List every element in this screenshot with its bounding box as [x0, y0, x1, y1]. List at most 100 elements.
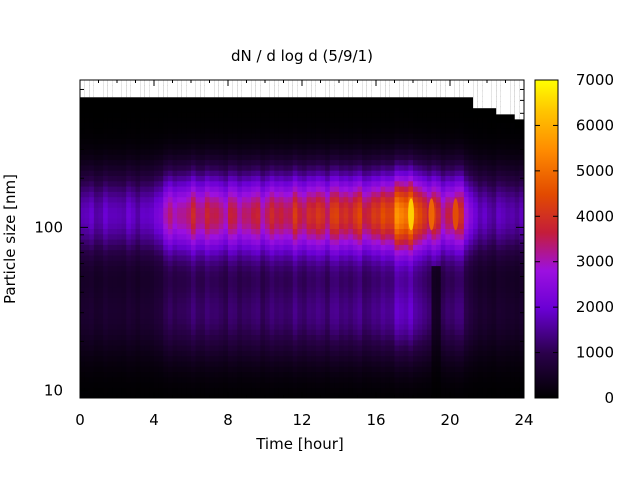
heatmap-cell: [352, 138, 359, 145]
heatmap-cell: [149, 307, 155, 314]
heatmap-cell: [154, 186, 160, 192]
heatmap-cell: [130, 355, 137, 362]
heatmap-cell: [228, 334, 234, 341]
heatmap-cell: [399, 148, 405, 155]
heatmap-cell: [357, 106, 363, 113]
heatmap-cell: [195, 265, 201, 272]
heatmap-cell: [366, 170, 372, 176]
heatmap-cell: [181, 313, 187, 320]
heatmap-cell: [394, 159, 400, 166]
heatmap-cell: [200, 260, 206, 267]
heatmap-cell: [413, 382, 419, 388]
heatmap-cell: [93, 244, 100, 251]
heatmap-cell: [167, 154, 174, 161]
heatmap-cell: [204, 175, 211, 182]
heatmap-cell: [343, 170, 349, 176]
heatmap-cell: [380, 292, 386, 298]
heatmap-cell: [278, 191, 285, 198]
heatmap-cell: [130, 371, 137, 378]
heatmap-cell: [371, 329, 377, 335]
heatmap-cell: [436, 138, 442, 145]
heatmap-cell: [325, 376, 331, 383]
heatmap-cell: [311, 228, 317, 235]
heatmap-cell: [426, 302, 433, 309]
heatmap-cell: [325, 270, 331, 277]
heatmap-cell: [158, 307, 164, 314]
heatmap-cell: [140, 159, 146, 166]
heatmap-cell: [399, 292, 405, 298]
heatmap-cell: [98, 154, 104, 161]
heatmap-cell: [204, 180, 211, 187]
heatmap-cell: [385, 265, 391, 272]
heatmap-cell: [357, 111, 363, 118]
heatmap-cell: [269, 292, 275, 298]
heatmap-cell: [112, 201, 118, 208]
no-data-cell: [158, 80, 164, 98]
heatmap-cell: [371, 323, 377, 330]
heatmap-cell: [186, 323, 192, 330]
heatmap-cell: [93, 164, 100, 171]
heatmap-cell: [214, 376, 220, 383]
heatmap-cell: [440, 154, 446, 161]
heatmap-cell: [297, 297, 303, 304]
heatmap-cell: [246, 207, 252, 214]
heatmap-cell: [130, 239, 137, 245]
heatmap-cell: [334, 323, 340, 330]
heatmap-cell: [241, 366, 248, 373]
heatmap-cell: [366, 239, 372, 245]
heatmap-cell: [288, 170, 294, 176]
heatmap-cell: [117, 334, 123, 341]
heatmap-cell: [413, 196, 419, 203]
heatmap-cell: [394, 265, 400, 272]
heatmap-cell: [403, 101, 409, 108]
heatmap-cell: [209, 201, 215, 208]
heatmap-cell: [292, 323, 298, 330]
heatmap-cell: [352, 345, 359, 351]
heatmap-cell: [376, 143, 382, 150]
heatmap-cell: [394, 122, 400, 129]
heatmap-cell: [232, 355, 238, 362]
heatmap-cell: [135, 270, 141, 277]
heatmap-cell: [154, 106, 160, 113]
heatmap-cell: [223, 164, 229, 171]
heatmap-cell: [339, 387, 345, 394]
heatmap-cell: [246, 350, 252, 357]
heatmap-cell: [348, 180, 354, 187]
heatmap-cell: [80, 392, 86, 398]
heatmap-cell: [126, 297, 132, 304]
heatmap-cell: [311, 276, 317, 282]
heatmap-cell: [417, 276, 423, 282]
heatmap-cell: [408, 133, 414, 139]
heatmap-cell: [376, 254, 382, 261]
heatmap-cell: [389, 196, 396, 203]
heatmap-cell: [121, 217, 127, 224]
heatmap-cell: [357, 127, 363, 134]
heatmap-cell: [348, 239, 354, 245]
heatmap-cell: [232, 382, 238, 388]
heatmap-cell: [135, 122, 141, 129]
heatmap-cell: [121, 307, 127, 314]
heatmap-cell: [260, 159, 266, 166]
heatmap-cell: [232, 95, 238, 102]
heatmap-cell: [93, 392, 100, 398]
heatmap-cell: [329, 270, 335, 277]
heatmap-cell: [371, 382, 377, 388]
heatmap-cell: [302, 382, 308, 388]
heatmap-cell: [246, 360, 252, 367]
heatmap-cell: [320, 323, 326, 330]
heatmap-cell: [357, 387, 363, 394]
heatmap-cell: [403, 376, 409, 383]
heatmap-cell: [204, 228, 211, 235]
heatmap-cell: [241, 313, 248, 320]
heatmap-cell: [112, 138, 118, 145]
heatmap-cell: [265, 376, 271, 383]
heatmap-cell: [130, 270, 137, 277]
heatmap-cell: [302, 392, 308, 398]
heatmap-cell: [450, 260, 456, 267]
heatmap-cell: [112, 148, 118, 155]
heatmap-cell: [241, 281, 248, 288]
heatmap-cell: [445, 323, 451, 330]
heatmap-cell: [228, 276, 234, 282]
heatmap-cell: [232, 265, 238, 272]
heatmap-cell: [80, 281, 86, 288]
